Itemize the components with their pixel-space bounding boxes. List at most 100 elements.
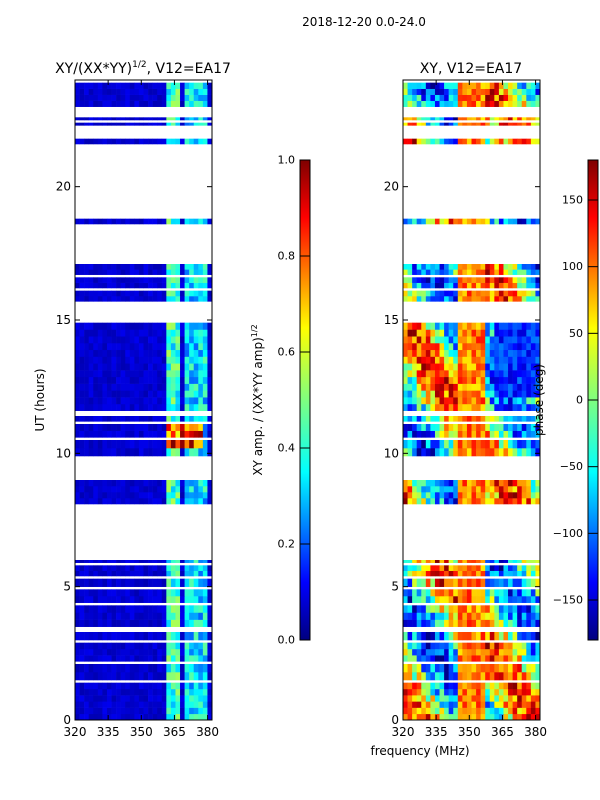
- heatmap-cell: [116, 682, 121, 690]
- heatmap-cell: [102, 619, 108, 627]
- heatmap-cell: [448, 695, 454, 702]
- heatmap-cell: [75, 632, 80, 641]
- heatmap-cell: [439, 632, 445, 641]
- heatmap-cell: [508, 403, 513, 411]
- heatmap-cell: [111, 296, 117, 302]
- heatmap-cell: [448, 100, 454, 107]
- heatmap-cell: [508, 701, 513, 708]
- figure-suptitle: 2018-12-20 0.0-24.0: [302, 15, 426, 29]
- heatmap-cell: [116, 322, 121, 330]
- heatmap-cell: [180, 290, 185, 297]
- heatmap-cell: [152, 701, 158, 708]
- heatmap-cell: [143, 632, 149, 641]
- heatmap-cell: [448, 578, 454, 587]
- heatmap-cell: [175, 632, 181, 641]
- heatmap-cell: [170, 688, 176, 696]
- heatmap-cell: [120, 578, 126, 587]
- heatmap-cell: [444, 290, 449, 297]
- heatmap-cell: [485, 336, 491, 344]
- heatmap-cell: [193, 88, 199, 95]
- heatmap-cell: [425, 632, 431, 641]
- heatmap-cell: [407, 664, 413, 673]
- heatmap-cell: [88, 363, 94, 371]
- heatmap-cell: [439, 486, 445, 493]
- heatmap-cell: [88, 336, 94, 344]
- heatmap-cell: [526, 498, 532, 505]
- heatmap-cell: [84, 492, 89, 499]
- heatmap-cell: [453, 336, 459, 344]
- heatmap-cell: [503, 122, 509, 126]
- heatmap-cell: [508, 570, 513, 577]
- heatmap-cell: [79, 138, 85, 145]
- heatmap-cell: [116, 612, 121, 620]
- heatmap-cell: [503, 296, 509, 302]
- heatmap-cell: [403, 632, 408, 641]
- heatmap-cell: [535, 664, 540, 673]
- heatmap-cell: [448, 655, 454, 662]
- heatmap-cell: [508, 492, 513, 499]
- heatmap-cell: [116, 277, 121, 283]
- heatmap-cell: [152, 655, 158, 662]
- heatmap-cell: [416, 336, 422, 344]
- heatmap-cell: [111, 376, 117, 384]
- heatmap-cell: [480, 448, 486, 457]
- heatmap-cell: [480, 492, 486, 499]
- heatmap-cell: [412, 648, 417, 656]
- heatmap-cell: [175, 486, 181, 493]
- heatmap-cell: [125, 560, 131, 563]
- heatmap-cell: [97, 672, 103, 681]
- heatmap-cell: [526, 88, 532, 95]
- heatmap-cell: [517, 117, 523, 121]
- heatmap-cell: [202, 403, 208, 411]
- heatmap-cell: [457, 390, 463, 398]
- heatmap-cell: [476, 342, 481, 351]
- heatmap-cell: [462, 322, 468, 330]
- heatmap-cell: [198, 612, 204, 620]
- heatmap-cell: [175, 416, 181, 422]
- heatmap-cell: [508, 632, 513, 641]
- heatmap-cell: [498, 688, 504, 696]
- heatmap-cell: [125, 370, 131, 378]
- heatmap-cell: [466, 648, 472, 656]
- heatmap-cell: [403, 565, 408, 571]
- heatmap-cell: [480, 290, 486, 297]
- heatmap-cell: [412, 605, 417, 613]
- heatmap-cell: [448, 269, 454, 275]
- heatmap-cell: [494, 688, 500, 696]
- heatmap-cell: [517, 269, 523, 275]
- heatmap-cell: [430, 122, 436, 126]
- heatmap-cell: [189, 672, 195, 681]
- heatmap-cell: [125, 336, 131, 344]
- heatmap-cell: [489, 397, 495, 405]
- heatmap-cell: [88, 329, 94, 337]
- heatmap-cell: [207, 440, 212, 449]
- heatmap-cell: [157, 619, 163, 627]
- heatmap-cell: [97, 448, 103, 457]
- heatmap-cell: [530, 370, 536, 378]
- heatmap-cell: [403, 498, 408, 505]
- heatmap-cell: [421, 342, 427, 351]
- heatmap-cell: [434, 322, 440, 330]
- heatmap-cell: [79, 277, 85, 283]
- heatmap-cell: [471, 589, 477, 597]
- heatmap-cell: [143, 269, 149, 275]
- heatmap-cell: [498, 322, 504, 330]
- heatmap-cell: [448, 218, 454, 225]
- heatmap-cell: [462, 390, 468, 398]
- heatmap-cell: [120, 707, 126, 715]
- heatmap-cell: [175, 480, 181, 487]
- heatmap-cell: [202, 578, 208, 587]
- heatmap-cell: [494, 430, 500, 438]
- heatmap-cell: [521, 349, 527, 357]
- heatmap-cell: [412, 655, 417, 662]
- heatmap-cell: [421, 282, 427, 289]
- heatmap-cell: [111, 82, 117, 89]
- heatmap-cell: [444, 376, 449, 384]
- heatmap-cell: [412, 218, 417, 225]
- heatmap-cell: [129, 88, 135, 95]
- heatmap-cell: [125, 290, 131, 297]
- heatmap-cell: [120, 424, 126, 431]
- heatmap-cell: [184, 383, 190, 391]
- heatmap-cell: [407, 282, 413, 289]
- heatmap-cell: [489, 672, 495, 681]
